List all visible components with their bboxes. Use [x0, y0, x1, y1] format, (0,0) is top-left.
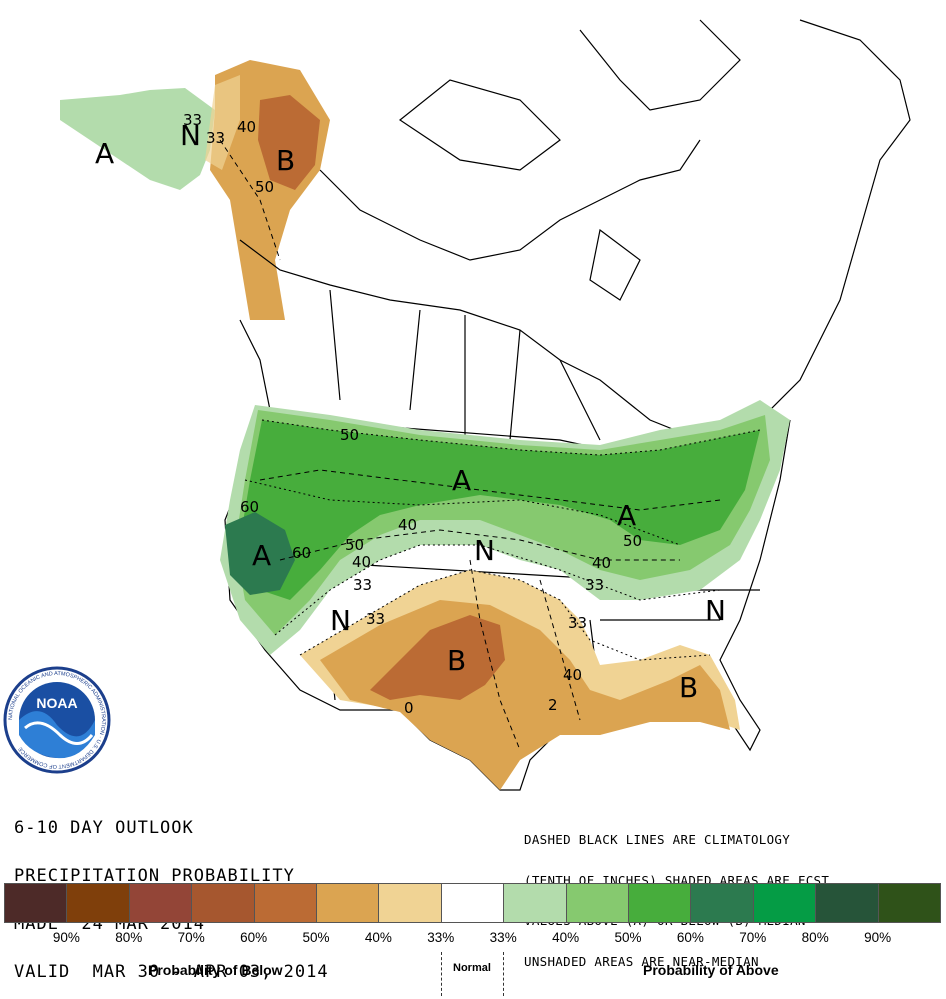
contour-label: 40 — [237, 118, 256, 136]
category-label-greatlakes-above: A — [617, 499, 636, 532]
legend-swatch — [378, 883, 442, 923]
legend-tick-label: 60% — [240, 930, 268, 945]
contour-label: 40 — [592, 554, 611, 572]
note-line: DASHED BLACK LINES ARE CLIMATOLOGY — [524, 832, 791, 847]
category-label-east-normal: N — [705, 594, 726, 627]
contour-label: 33 — [206, 129, 225, 147]
us-below-50 — [370, 615, 505, 700]
contour-label: 33 — [568, 614, 587, 632]
us-above-60-west — [225, 512, 295, 595]
probability-contours — [244, 419, 761, 661]
category-label-alaska-below: B — [276, 144, 295, 177]
legend-swatch — [66, 883, 130, 923]
legend-tick-label: 40% — [552, 930, 580, 945]
legend-tick-label: 90% — [52, 930, 80, 945]
legend-tick-label: 80% — [115, 930, 143, 945]
contour-label: 60 — [292, 544, 311, 562]
outlook-title-block: 6-10 DAY OUTLOOK PRECIPITATION PROBABILI… — [14, 788, 329, 996]
category-label-plains-above: A — [452, 464, 471, 497]
noaa-logo: NOAA NATIONAL OCEANIC AND ATMOSPHERIC AD… — [3, 666, 111, 774]
alaska-above-zone — [60, 88, 215, 190]
note-line: UNSHADED AREAS ARE NEAR-MEDIAN — [524, 953, 759, 969]
alaska-below-50 — [258, 95, 320, 190]
category-label-southern-plains-below: B — [447, 644, 466, 677]
category-label-southwest-normal: N — [330, 604, 351, 637]
contour-label: 2 — [548, 696, 558, 714]
legend-swatch — [503, 883, 567, 923]
contour-label: 40 — [563, 666, 582, 684]
legend-swatch — [628, 883, 692, 923]
outlook-title-line: PRECIPITATION PROBABILITY — [14, 866, 295, 886]
legend-tick-label: 80% — [801, 930, 829, 945]
outlook-valid-dates: VALID MAR 30 - APR 03, 2014 — [14, 962, 329, 982]
legend-swatch — [440, 883, 505, 923]
category-label-west-above: A — [252, 539, 271, 572]
outlook-title-line: 6-10 DAY OUTLOOK — [14, 818, 194, 838]
legend-caption-above: Probability of Above — [643, 962, 779, 978]
contour-label: 33 — [183, 111, 202, 129]
legend-swatch — [815, 883, 879, 923]
legend-caption-below: Probability of Below — [148, 962, 283, 978]
category-label-central-normal: N — [474, 534, 495, 567]
contour-label: 50 — [623, 532, 642, 550]
contour-label: 0 — [404, 699, 414, 717]
contour-label: 40 — [398, 516, 417, 534]
legend-color-bar — [4, 883, 942, 923]
legend-tick-labels: 90% 80% 70% 60% 50% 40% 33% 33% 40% 50% 60% 70% 80% 9… — [4, 930, 940, 948]
climatology-dashed-lines — [219, 139, 721, 751]
legend-tick-label: 50% — [302, 930, 330, 945]
legend-swatch — [565, 883, 630, 923]
legend-swatch — [316, 883, 380, 923]
legend-tick-label: 70% — [739, 930, 767, 945]
legend-swatch — [752, 883, 817, 923]
legend-tick-label: 90% — [864, 930, 892, 945]
legend-swatch — [877, 883, 942, 923]
legend-tick-label: 50% — [614, 930, 642, 945]
contour-label: 33 — [585, 576, 604, 594]
category-label-southeast-below: B — [679, 671, 698, 704]
legend-swatch — [4, 883, 68, 923]
legend-swatch — [128, 883, 193, 923]
contour-label: 60 — [240, 498, 259, 516]
us-above-50 — [240, 420, 760, 600]
alaska-below-40 — [205, 75, 240, 170]
contour-label: 50 — [340, 426, 359, 444]
contour-label: 33 — [366, 610, 385, 628]
category-label-alaska-normal: N — [180, 119, 201, 152]
category-label-alaska-above: A — [95, 137, 114, 170]
legend-tick-label: 33% — [489, 930, 517, 945]
legend-swatch — [253, 883, 318, 923]
legend-caption-normal: Normal — [453, 962, 491, 974]
legend-tick-label: 70% — [177, 930, 205, 945]
contour-label: 50 — [255, 178, 274, 196]
noaa-logo-text: NOAA — [36, 695, 77, 711]
legend-tick-label: 60% — [676, 930, 704, 945]
normal-divider-left — [441, 952, 442, 996]
normal-divider-right — [503, 952, 504, 996]
contour-label: 40 — [352, 553, 371, 571]
legend-tick-label: 40% — [364, 930, 392, 945]
legend-swatch — [191, 883, 255, 923]
legend-tick-label: 33% — [427, 930, 455, 945]
precipitation-outlook-map: A B A A A B B N N N N 33 33 40 50 50 60 … — [3, 19, 911, 791]
contour-label: 50 — [345, 536, 364, 554]
contour-label: 33 — [353, 576, 372, 594]
legend-swatch — [690, 883, 754, 923]
